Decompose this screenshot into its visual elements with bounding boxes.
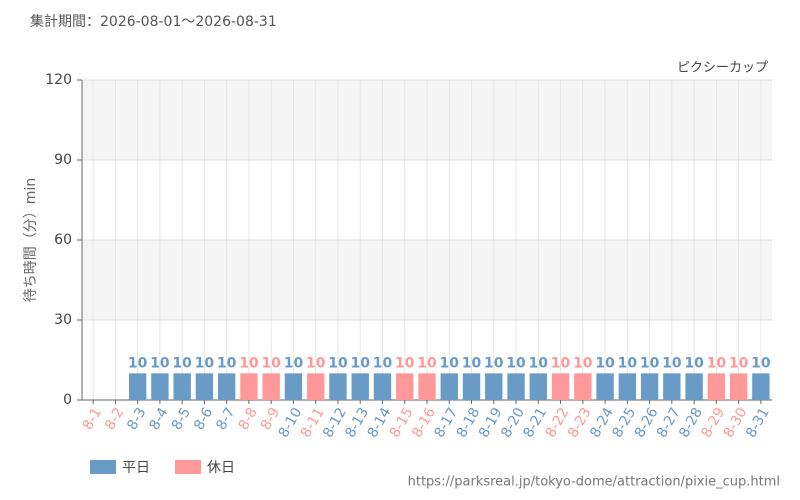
bar <box>596 373 614 400</box>
bar <box>640 373 659 400</box>
x-tick-label: 8-31 <box>743 405 773 441</box>
data-label: 10 <box>684 355 704 371</box>
y-tick-label: 90 <box>54 152 72 168</box>
legend-label: 休日 <box>207 460 235 476</box>
bar <box>351 373 369 400</box>
bar <box>195 373 214 400</box>
legend-swatch <box>175 460 201 474</box>
data-label: 10 <box>551 355 571 371</box>
x-tick-label: 8-7 <box>213 405 238 433</box>
chart-title: ピクシーカップ <box>677 61 768 76</box>
data-label: 10 <box>484 355 504 371</box>
x-tick-label: 8-3 <box>124 405 149 433</box>
bar <box>485 373 503 400</box>
x-tick-label: 8-1 <box>80 405 105 433</box>
bar <box>440 373 458 400</box>
data-label: 10 <box>707 355 727 371</box>
bar <box>396 373 414 400</box>
data-label: 10 <box>239 355 259 371</box>
data-label: 10 <box>417 355 437 371</box>
bar <box>284 373 303 400</box>
data-label: 10 <box>440 355 460 371</box>
y-tick-label: 30 <box>54 312 72 328</box>
x-tick-label: 8-2 <box>102 405 127 433</box>
bar <box>128 373 147 400</box>
data-label: 10 <box>395 355 415 371</box>
data-label: 10 <box>529 355 549 371</box>
y-axis-title: 待ち時間（分）min <box>23 178 39 302</box>
data-label: 10 <box>284 355 304 371</box>
data-label: 10 <box>662 355 682 371</box>
source: https://parksreal.jp/tokyo-dome/attracti… <box>408 475 780 490</box>
bar <box>707 373 726 400</box>
bar <box>329 373 347 400</box>
data-label: 10 <box>150 355 170 371</box>
y-tick-label: 0 <box>63 392 72 408</box>
bar <box>462 373 481 400</box>
bar <box>685 373 703 400</box>
data-label: 10 <box>462 355 482 371</box>
bar <box>574 373 592 400</box>
data-label: 10 <box>595 355 615 371</box>
data-label: 10 <box>350 355 370 371</box>
bar <box>663 373 681 400</box>
bar <box>262 373 280 400</box>
bar <box>729 373 748 400</box>
bar <box>217 373 236 400</box>
data-label: 10 <box>373 355 393 371</box>
data-label: 10 <box>172 355 192 371</box>
bar <box>373 373 392 400</box>
data-label: 10 <box>128 355 148 371</box>
bar <box>173 373 191 400</box>
data-label: 10 <box>506 355 526 371</box>
y-tick-label: 120 <box>45 72 72 88</box>
y-tick-label: 60 <box>54 232 72 248</box>
data-label: 10 <box>573 355 593 371</box>
bar <box>418 373 436 400</box>
data-label: 10 <box>306 355 326 371</box>
x-tick-label: 8-5 <box>169 405 194 433</box>
data-label: 10 <box>261 355 281 371</box>
x-tick-label: 8-6 <box>191 405 216 433</box>
data-label: 10 <box>729 355 749 371</box>
legend-swatch <box>90 460 116 474</box>
bar <box>752 373 770 400</box>
bar <box>618 373 637 400</box>
legend-label: 平日 <box>122 460 150 476</box>
data-label: 10 <box>328 355 348 371</box>
data-label: 10 <box>217 355 237 371</box>
x-tick-label: 8-8 <box>236 405 261 433</box>
data-label: 10 <box>751 355 771 371</box>
bar <box>151 373 169 400</box>
data-label: 10 <box>618 355 638 371</box>
data-label: 10 <box>640 355 660 371</box>
bar <box>551 373 570 400</box>
bar <box>507 373 525 400</box>
bar <box>240 373 258 400</box>
bar <box>529 373 547 400</box>
data-label: 10 <box>195 355 215 371</box>
period: 集計期間：2026-08-01～2026-08-31 <box>30 13 277 30</box>
bar <box>307 373 325 400</box>
x-tick-label: 8-4 <box>147 405 172 433</box>
